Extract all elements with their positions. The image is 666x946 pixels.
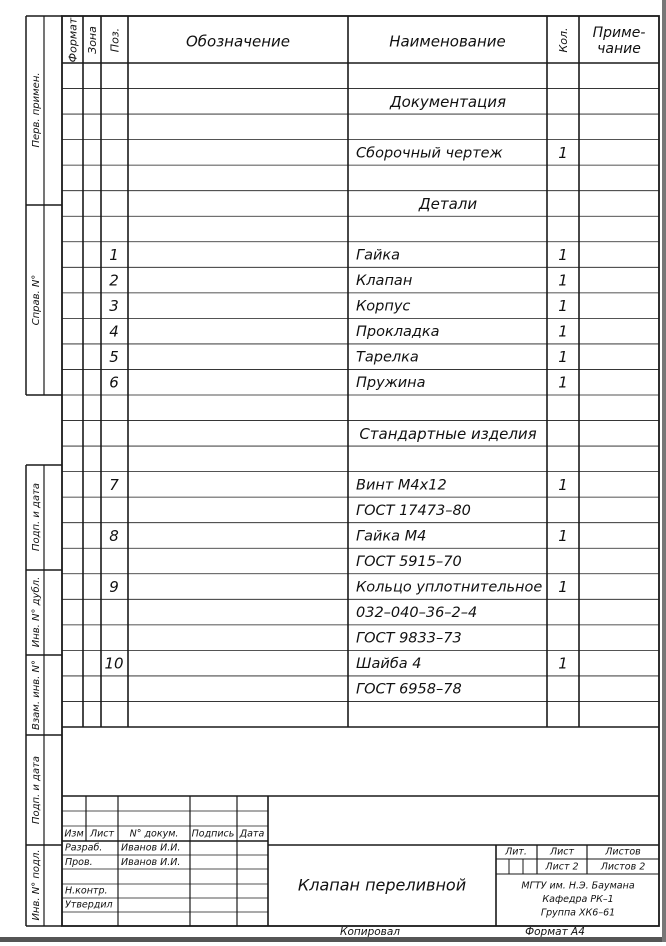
item-name: 032–040–36–2–4 (356, 605, 477, 621)
quantity: 1 (558, 246, 568, 264)
stamp-header: Лист (549, 847, 575, 858)
viewer-edge (0, 937, 666, 942)
position: 9 (109, 578, 119, 596)
signature-role: Н.контр. (65, 885, 108, 896)
strip-label: Взам. инв. N° (31, 660, 42, 730)
document-title: Клапан переливной (298, 876, 466, 895)
position: 10 (104, 655, 123, 673)
signature-role: Пров. (65, 857, 93, 868)
position: 7 (109, 476, 119, 494)
column-header: Кол. (557, 27, 570, 52)
stamp-header: Лит. (504, 847, 527, 858)
item-name: ГОСТ 6958–78 (356, 682, 462, 698)
quantity: 1 (558, 323, 568, 341)
position: 6 (109, 374, 119, 392)
quantity: 1 (558, 374, 568, 392)
quantity: 1 (558, 476, 568, 494)
stamp-header: Листов (604, 847, 641, 858)
stamp-header: Изм (64, 829, 83, 840)
item-name: Клапан (356, 273, 412, 289)
section-title: Детали (418, 195, 477, 213)
quantity: 1 (558, 655, 568, 673)
signature-role: Разраб. (65, 843, 102, 854)
quantity: 1 (558, 144, 568, 162)
viewer-edge (662, 0, 666, 942)
column-header: Приме- (593, 25, 646, 41)
position: 3 (109, 297, 119, 315)
item-name: Тарелка (356, 350, 419, 366)
column-header: Формат (67, 17, 80, 62)
quantity: 1 (558, 578, 568, 596)
stamp-header: Лист (89, 829, 115, 840)
stamp-header: Дата (239, 829, 265, 840)
signature-role: Утвердил (65, 900, 113, 911)
strip-label: Подп. и дата (31, 483, 42, 551)
item-name: Сборочный чертеж (356, 145, 503, 161)
item-name: Кольцо уплотнительное (356, 580, 542, 596)
position: 1 (109, 246, 119, 264)
sheet-count: Листов 2 (600, 862, 646, 873)
column-header: Наименование (389, 33, 506, 51)
stamp-header: N° докум. (130, 829, 179, 840)
item-name: Шайба 4 (356, 656, 421, 672)
organization: Группа ХК6–61 (541, 908, 615, 919)
strip-label: Подп. и дата (31, 756, 42, 824)
position: 2 (109, 272, 119, 290)
strip-label: Справ. N° (31, 275, 42, 326)
item-name: Корпус (356, 299, 410, 315)
quantity: 1 (558, 272, 568, 290)
quantity: 1 (558, 527, 568, 545)
quantity: 1 (558, 348, 568, 366)
item-name: Гайка (356, 248, 400, 264)
position: 5 (109, 348, 119, 366)
frame (61, 15, 660, 927)
footer-copied: Копировал (340, 926, 400, 938)
footer-format: Формат А4 (525, 926, 585, 938)
item-name: ГОСТ 5915–70 (356, 554, 462, 570)
item-name: Прокладка (356, 324, 440, 340)
item-name: ГОСТ 17473–80 (356, 503, 471, 519)
quantity: 1 (558, 297, 568, 315)
signature-name: Иванов И.И. (121, 857, 180, 868)
item-name: ГОСТ 9833–73 (356, 631, 462, 647)
position: 4 (109, 323, 119, 341)
item-name: Гайка М4 (356, 528, 426, 544)
column-header: Поз. (109, 28, 122, 52)
section-title: Документация (389, 93, 506, 111)
strip-label: Инв. N° подл. (31, 849, 42, 920)
section-title: Стандартные изделия (359, 425, 536, 443)
item-name: Винт М4х12 (356, 477, 447, 493)
organization: МГТУ им. Н.Э. Баумана (521, 881, 634, 892)
organization: Кафедра РК–1 (542, 894, 613, 905)
stamp-header: Подпись (192, 829, 235, 840)
signature-name: Иванов И.И. (121, 843, 180, 854)
item-name: Пружина (356, 375, 426, 391)
position: 8 (109, 527, 119, 545)
strip-label: Инв. N° дубл. (30, 577, 42, 648)
column-header: Зона (86, 26, 99, 54)
sheet-number: Лист 2 (544, 862, 578, 873)
strip-label: Перв. примен. (31, 72, 42, 147)
column-header: чание (597, 41, 641, 57)
column-header: Обозначение (186, 33, 290, 51)
